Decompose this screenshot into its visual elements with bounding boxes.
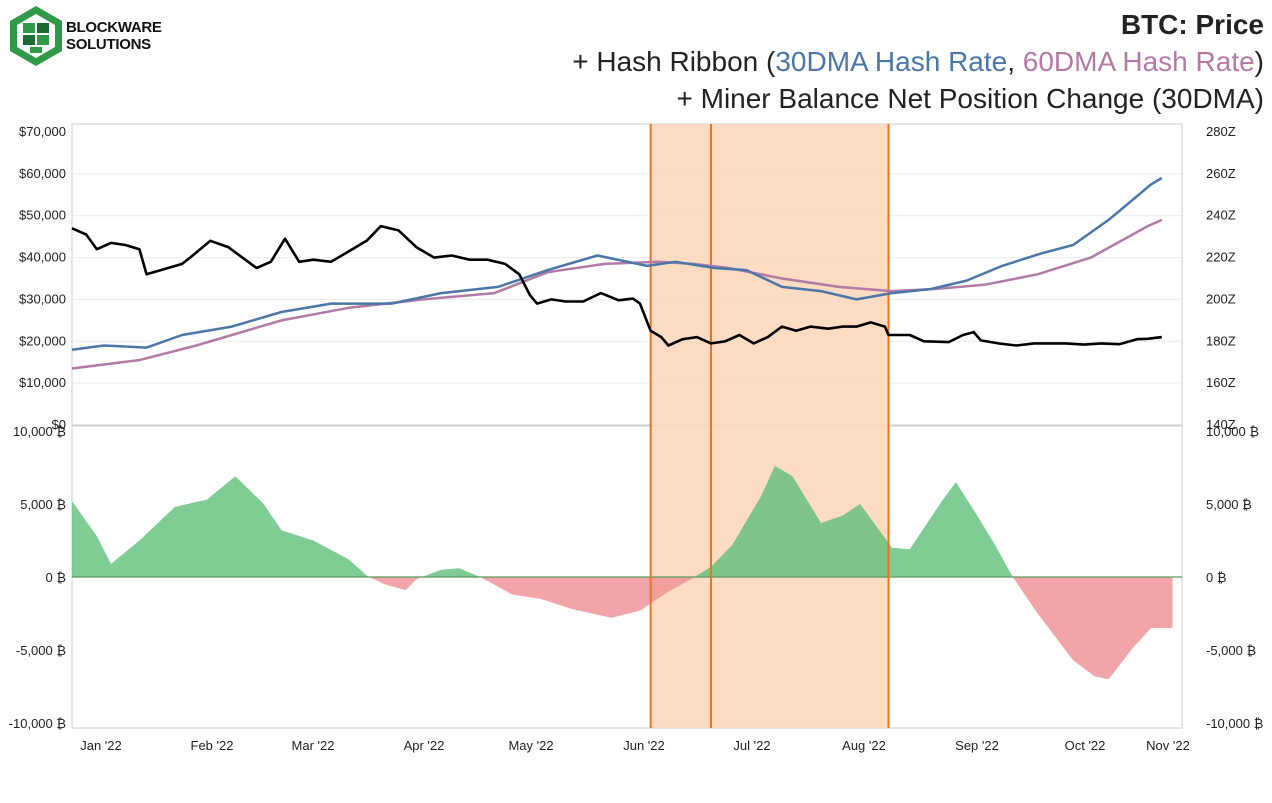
subtitle-series2: 60DMA Hash Rate	[1022, 46, 1255, 77]
chart-subtitle-line2: + Hash Ribbon (30DMA Hash Rate, 60DMA Ha…	[572, 43, 1264, 80]
y-right-tick-label: 280Z	[1206, 124, 1236, 139]
miner-balance-positive-area	[72, 466, 1173, 577]
y-bottom-right-tick-label: 10,000 ₿	[1206, 424, 1259, 439]
top-panel-frame	[71, 123, 1183, 426]
y-bottom-right-tick-label: -5,000 ₿	[1206, 643, 1256, 658]
y-bottom-right-tick-label: 5,000 ₿	[1206, 497, 1252, 512]
y-bottom-left-tick-label: -10,000 ₿	[9, 716, 66, 731]
y-bottom-left-tick-label: -5,000 ₿	[16, 643, 66, 658]
y-right-tick-label: 240Z	[1206, 208, 1236, 223]
hashrate-30dma-line	[71, 176, 1163, 351]
y-right-tick-label: 160Z	[1206, 375, 1236, 390]
x-tick-label: Sep '22	[955, 738, 999, 753]
chart-title: BTC: Price	[1120, 9, 1264, 40]
subtitle-sep: ,	[1007, 46, 1023, 77]
subtitle-series1: 30DMA Hash Rate	[775, 46, 1008, 77]
subtitle-suffix: )	[1254, 46, 1264, 77]
y-left-tick-label: $60,000	[19, 166, 66, 181]
y-bottom-left-tick-label: 0 ₿	[46, 570, 66, 585]
logo-name-line2: SOLUTIONS	[66, 36, 151, 53]
subtitle-prefix: + Hash Ribbon (	[572, 46, 776, 77]
y-bottom-left-tick-label: 10,000 ₿	[13, 424, 66, 439]
y-right-tick-label: 260Z	[1206, 166, 1236, 181]
y-left-tick-label: $20,000	[19, 333, 66, 348]
miner-balance-negative-area	[72, 577, 1173, 680]
y-left-tick-label: $10,000	[19, 375, 66, 390]
y-left-tick-label: $70,000	[19, 124, 66, 139]
y-bottom-right-tick-label: -10,000 ₿	[1206, 716, 1263, 731]
y-left-tick-label: $30,000	[19, 291, 66, 306]
x-tick-label: Nov '22	[1146, 738, 1190, 753]
hashrate-60dma-line	[71, 218, 1163, 370]
highlight-band	[650, 124, 889, 728]
x-tick-label: May '22	[508, 738, 553, 753]
y-right-tick-label: 180Z	[1206, 333, 1236, 348]
x-tick-label: Aug '22	[842, 738, 886, 753]
logo-name-line1: BLOCKWARE	[66, 19, 162, 36]
x-tick-label: Jul '22	[733, 738, 770, 753]
x-tick-label: Jan '22	[80, 738, 122, 753]
btc-price-line	[71, 224, 1162, 347]
x-tick-label: Mar '22	[292, 738, 335, 753]
x-tick-label: Jun '22	[623, 738, 665, 753]
y-right-tick-label: 220Z	[1206, 250, 1236, 265]
blockware-logo-icon	[10, 6, 62, 66]
blockware-logo	[10, 6, 62, 66]
y-right-tick-label: 140Z	[1206, 417, 1236, 432]
x-tick-label: Feb '22	[191, 738, 234, 753]
y-left-tick-label: $50,000	[19, 208, 66, 223]
y-right-tick-label: 200Z	[1206, 291, 1236, 306]
chart-subtitle-line3: + Miner Balance Net Position Change (30D…	[676, 83, 1264, 114]
y-bottom-left-tick-label: 5,000 ₿	[20, 497, 66, 512]
chart-title-block: BTC: Price + Hash Ribbon (30DMA Hash Rat…	[572, 6, 1264, 117]
y-left-tick-label: $0	[52, 417, 66, 432]
x-tick-label: Oct '22	[1065, 738, 1106, 753]
x-tick-label: Apr '22	[404, 738, 445, 753]
y-left-tick-label: $40,000	[19, 250, 66, 265]
y-bottom-right-tick-label: 0 ₿	[1206, 570, 1226, 585]
